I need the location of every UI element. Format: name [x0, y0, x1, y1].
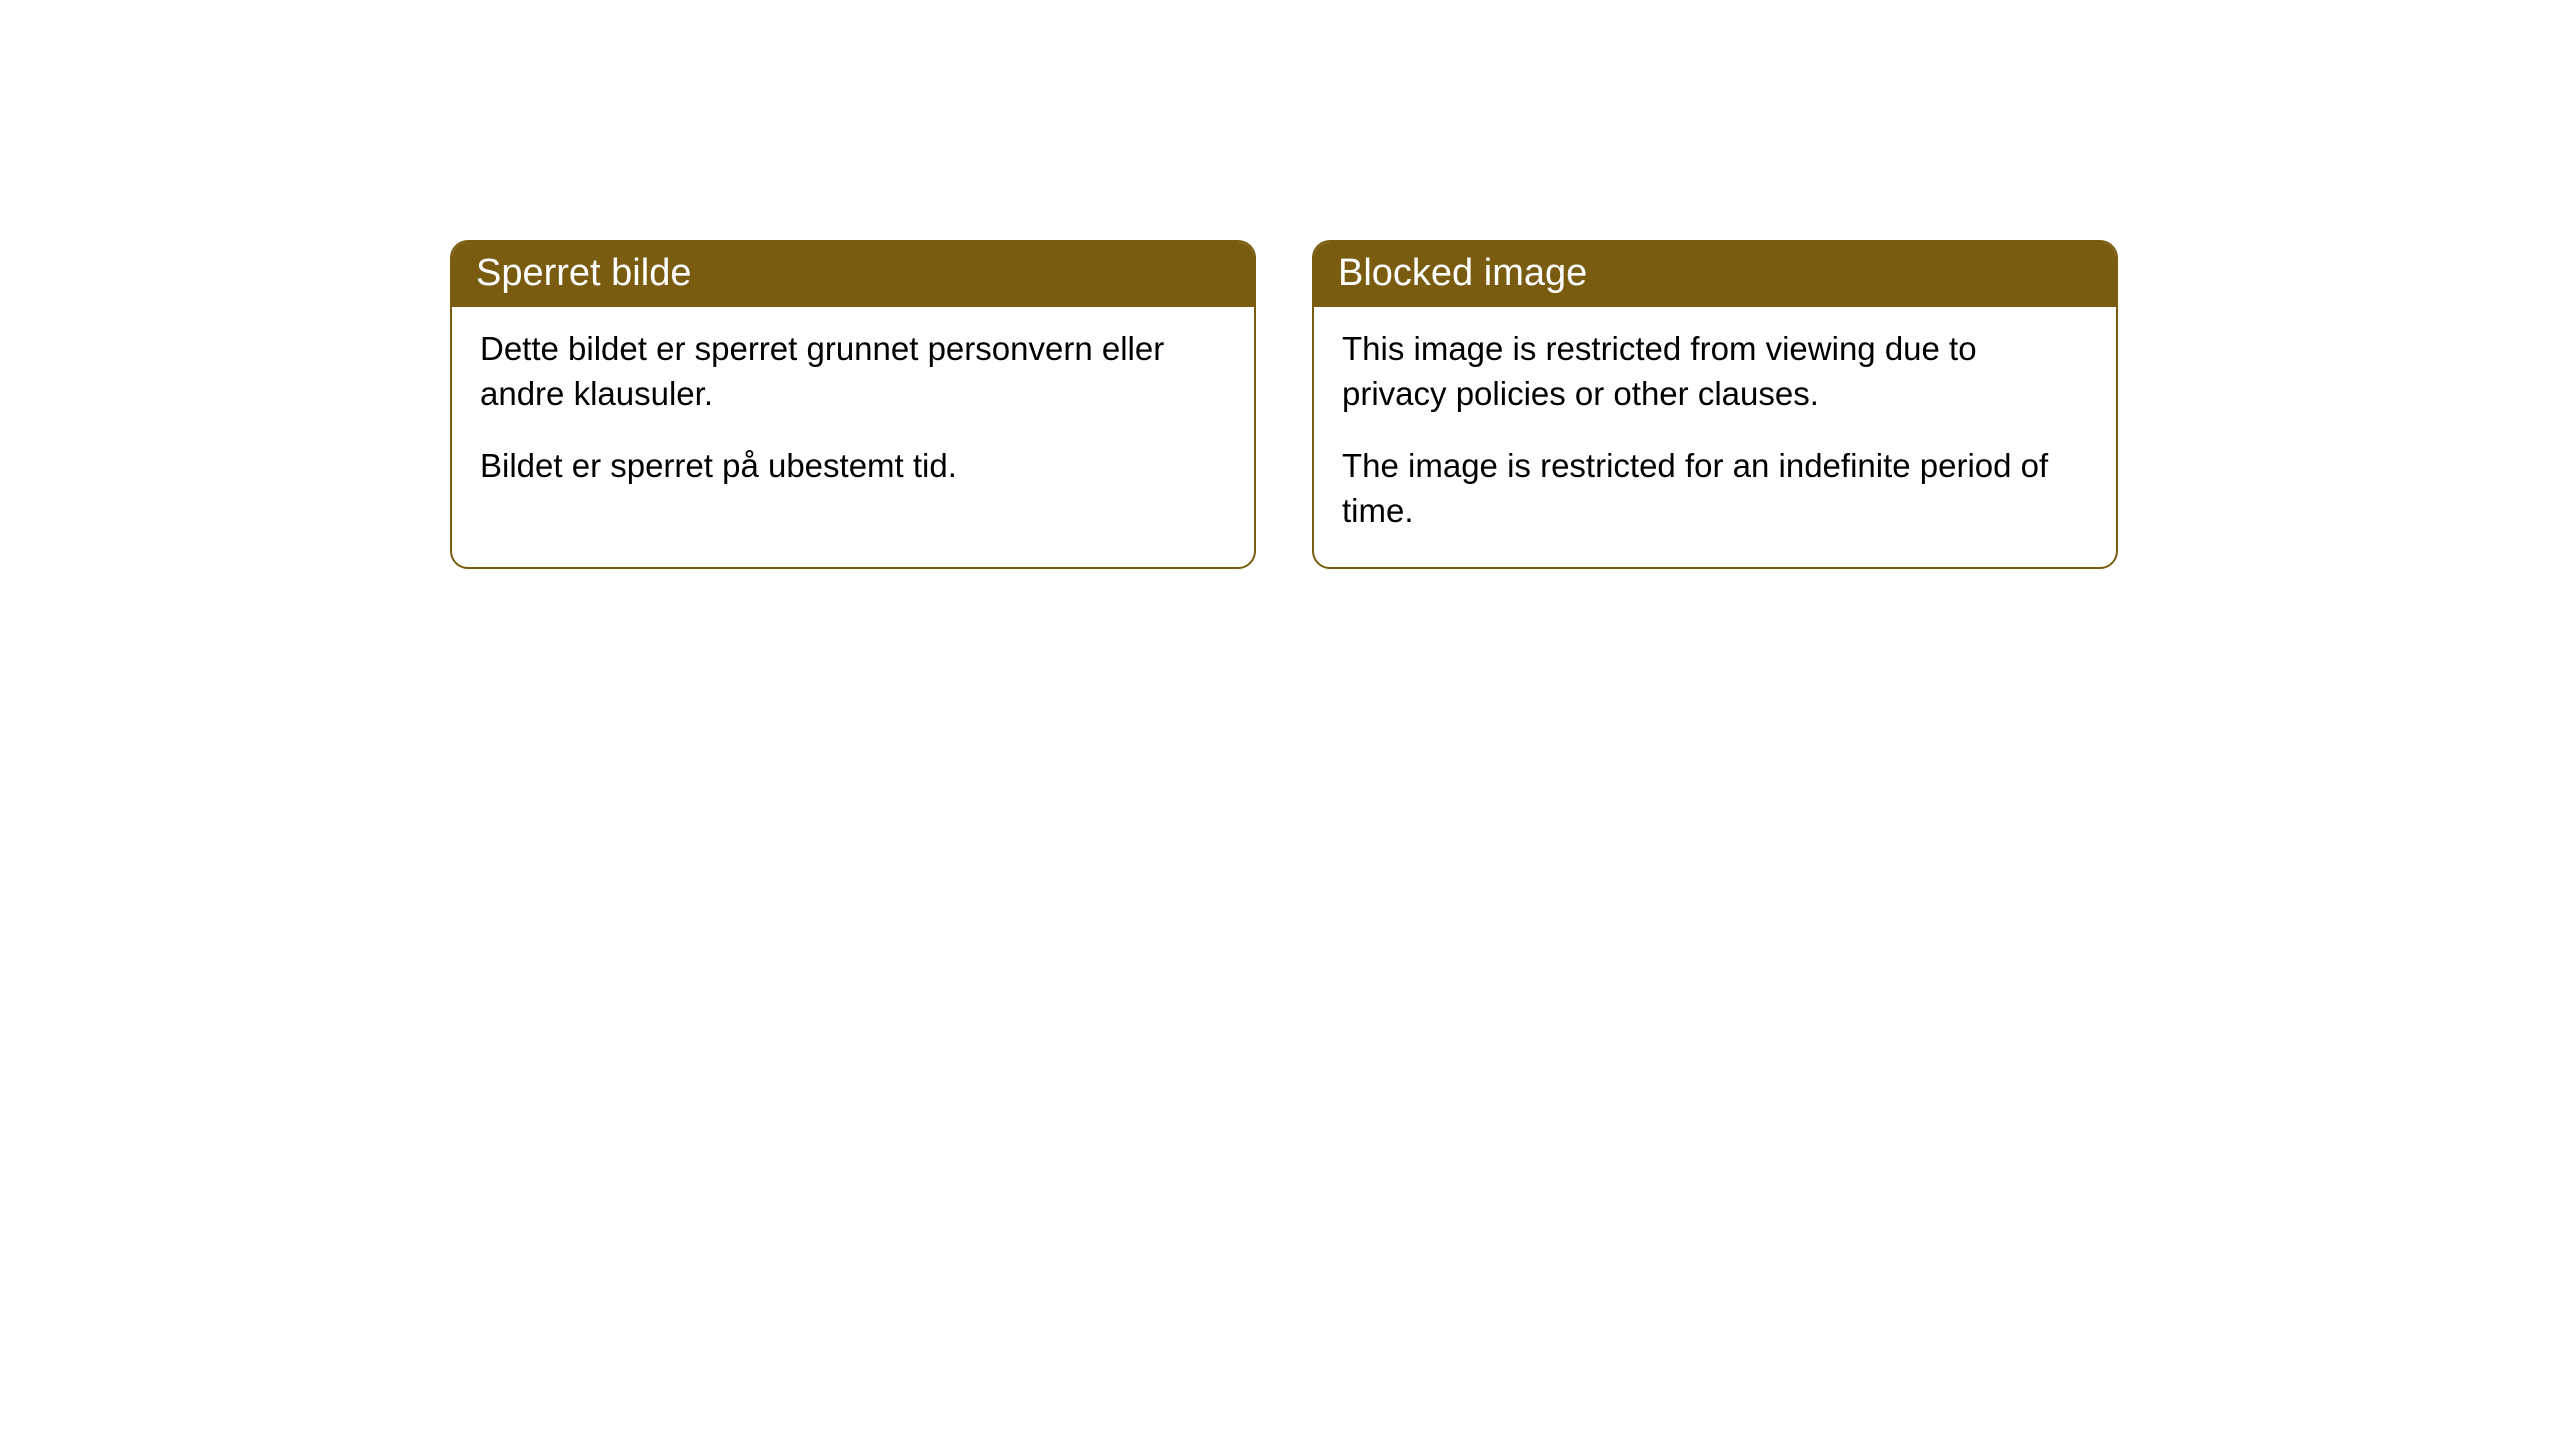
notice-para-2: Bildet er sperret på ubestemt tid.	[480, 444, 1226, 489]
notice-header: Blocked image	[1314, 242, 2116, 307]
notice-header: Sperret bilde	[452, 242, 1254, 307]
notice-body: This image is restricted from viewing du…	[1314, 307, 2116, 567]
notice-box-norwegian: Sperret bilde Dette bildet er sperret gr…	[450, 240, 1256, 569]
notice-container: Sperret bilde Dette bildet er sperret gr…	[450, 240, 2560, 569]
notice-para-1: This image is restricted from viewing du…	[1342, 327, 2088, 416]
notice-box-english: Blocked image This image is restricted f…	[1312, 240, 2118, 569]
notice-para-1: Dette bildet er sperret grunnet personve…	[480, 327, 1226, 416]
notice-para-2: The image is restricted for an indefinit…	[1342, 444, 2088, 533]
notice-body: Dette bildet er sperret grunnet personve…	[452, 307, 1254, 523]
